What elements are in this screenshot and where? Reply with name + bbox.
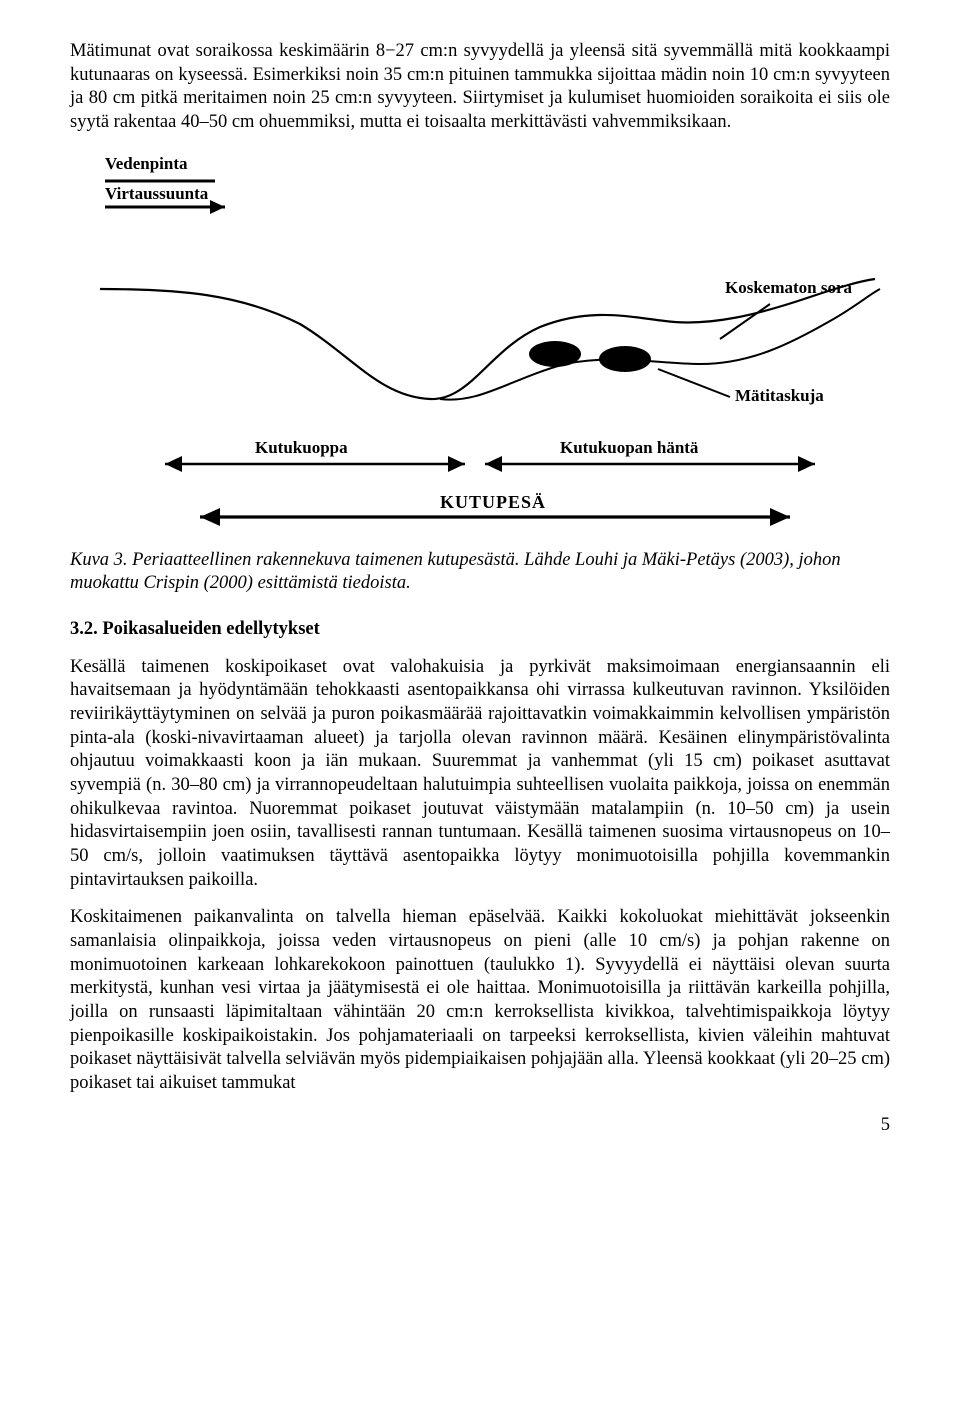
- page-number: 5: [70, 1114, 890, 1138]
- section-heading: 3.2. Poikasalueiden edellytykset: [70, 618, 890, 642]
- body-paragraph-1: Kesällä taimenen koskipoikaset ovat valo…: [70, 656, 890, 893]
- intro-paragraph: Mätimunat ovat soraikossa keskimäärin 8−…: [70, 40, 890, 135]
- label-koskematon-sora: Koskematon sora: [725, 277, 852, 299]
- figure-caption: Kuva 3. Periaatteellinen rakennekuva tai…: [70, 549, 890, 596]
- label-vedenpinta: Vedenpinta: [105, 153, 188, 175]
- figure-kutupesa: Vedenpinta Virtaussuunta Koskematon sora…: [70, 149, 890, 539]
- body-paragraph-2: Koskitaimenen paikanvalinta on talvella …: [70, 906, 890, 1095]
- label-kutupesa: KUTUPESÄ: [440, 491, 546, 514]
- figure-svg: [70, 149, 890, 539]
- label-virtaussuunta: Virtaussuunta: [105, 183, 208, 205]
- label-kutukuoppa: Kutukuoppa: [255, 437, 348, 459]
- label-matitaskuja: Mätitaskuja: [735, 385, 824, 407]
- label-kutukuopan-hanta: Kutukuopan häntä: [560, 437, 698, 459]
